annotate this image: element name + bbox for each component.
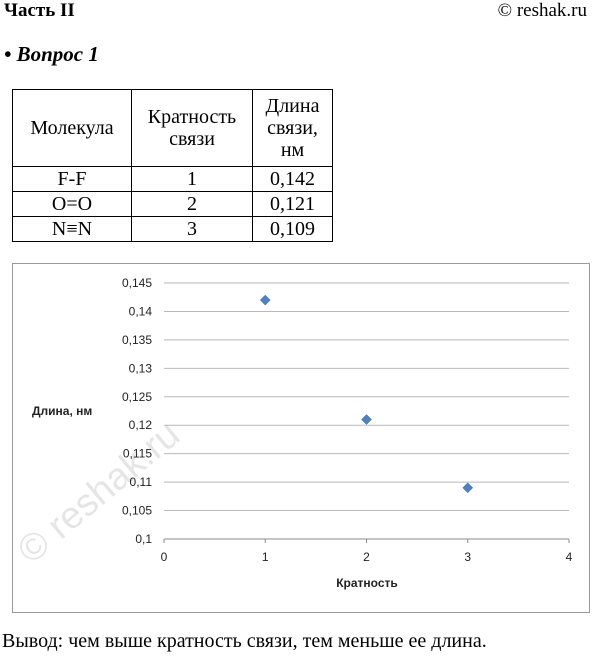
- cell-order: 2: [131, 191, 253, 217]
- x-axis-title: Кратность: [336, 576, 398, 590]
- x-tick-label: 0: [161, 550, 168, 564]
- x-tick-label: 4: [566, 550, 573, 564]
- y-tick-label: 0,135: [122, 333, 152, 347]
- part-title: Часть II: [4, 0, 75, 21]
- cell-length: 0,142: [252, 166, 333, 192]
- cell-length: 0,109: [252, 216, 333, 242]
- y-axis-title: Длина, нм: [32, 404, 92, 418]
- cell-molecule: O=O: [12, 191, 132, 217]
- y-tick-label: 0,13: [129, 361, 153, 375]
- conclusion-text: Вывод: чем выше кратность связи, тем мен…: [2, 630, 487, 652]
- table-row: F-F 1 0,142: [12, 166, 333, 192]
- y-tick-label: 0,125: [122, 390, 152, 404]
- question-heading: • Вопрос 1: [4, 42, 99, 66]
- cell-length: 0,121: [252, 191, 333, 217]
- y-tick-label: 0,1: [135, 532, 152, 546]
- table-row: N≡N 3 0,109: [12, 216, 333, 242]
- header-bond-length: Длина связи, нм: [252, 89, 333, 167]
- x-tick-label: 3: [464, 550, 471, 564]
- y-tick-labels: 0,1 0,105 0,11 0,115 0,12 0,125 0,13 0,135 0,14 0…: [122, 276, 152, 546]
- bond-table: Молекула Кратность связи Длина связи, нм…: [12, 89, 333, 242]
- y-tick-label: 0,14: [129, 304, 153, 318]
- cell-order: 3: [131, 216, 253, 242]
- data-points: [259, 294, 474, 494]
- x-tick-label: 1: [262, 550, 269, 564]
- data-point: [462, 482, 474, 494]
- x-tick-labels: 0 1 2 3 4: [161, 550, 573, 564]
- chart-frame: [12, 263, 590, 613]
- scatter-chart: 0,1 0,105 0,11 0,115 0,12 0,125 0,13 0,135 0,14 0…: [32, 276, 573, 590]
- header-bond-order-text: Кратность связи: [147, 106, 237, 150]
- site-credit: © reshak.ru: [497, 0, 587, 21]
- header-bond-length-text: Длина связи, нм: [265, 95, 320, 161]
- y-tick-label: 0,11: [130, 475, 153, 489]
- y-tick-label: 0,115: [123, 447, 152, 461]
- x-tick-label: 2: [363, 550, 370, 564]
- data-point: [361, 414, 372, 425]
- y-tick-label: 0,145: [122, 276, 152, 290]
- y-tick-label: 0,12: [129, 418, 153, 432]
- table-header-row: Молекула Кратность связи Длина связи, нм: [12, 89, 333, 167]
- header-bond-order: Кратность связи: [131, 89, 253, 167]
- cell-molecule: N≡N: [12, 216, 132, 242]
- chart-gridlines: [163, 282, 570, 543]
- header-molecule: Молекула: [12, 89, 132, 167]
- cell-order: 1: [131, 166, 253, 192]
- data-point: [259, 294, 271, 306]
- cell-molecule: F-F: [12, 166, 132, 192]
- table-row: O=O 2 0,121: [12, 191, 333, 217]
- y-tick-label: 0,105: [122, 504, 152, 518]
